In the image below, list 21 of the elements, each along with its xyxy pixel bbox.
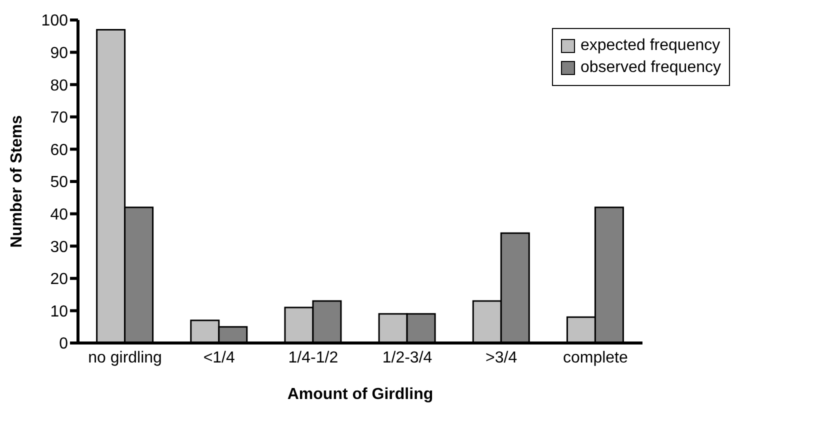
y-tick-label: 50 xyxy=(50,174,68,192)
y-tick-label: 60 xyxy=(50,142,68,159)
legend-label: observed frequency xyxy=(580,59,721,77)
legend-label: expected frequency xyxy=(580,37,720,55)
x-tick-label: complete xyxy=(562,349,628,366)
y-tick-label: 0 xyxy=(59,336,68,353)
y-tick-label: 100 xyxy=(41,12,68,30)
y-tick-label: 40 xyxy=(50,206,68,224)
x-tick-label: no girdling xyxy=(88,349,162,366)
y-axis-title: Number of Stems xyxy=(8,115,26,248)
x-tick-label: 1/2-3/4 xyxy=(382,349,432,366)
y-tick-label: 80 xyxy=(50,77,68,94)
x-tick-label: <1/4 xyxy=(203,349,236,366)
x-axis-title: Amount of Girdling xyxy=(287,386,434,403)
y-tick-label: 30 xyxy=(50,238,68,256)
y-tick-label: 70 xyxy=(50,110,68,127)
y-tick-label: 20 xyxy=(50,271,68,288)
x-tick-label: 1/4-1/2 xyxy=(288,349,338,366)
x-tick-label: >3/4 xyxy=(486,349,518,366)
y-tick-label: 10 xyxy=(50,303,68,320)
y-tick-label: 90 xyxy=(50,44,68,62)
